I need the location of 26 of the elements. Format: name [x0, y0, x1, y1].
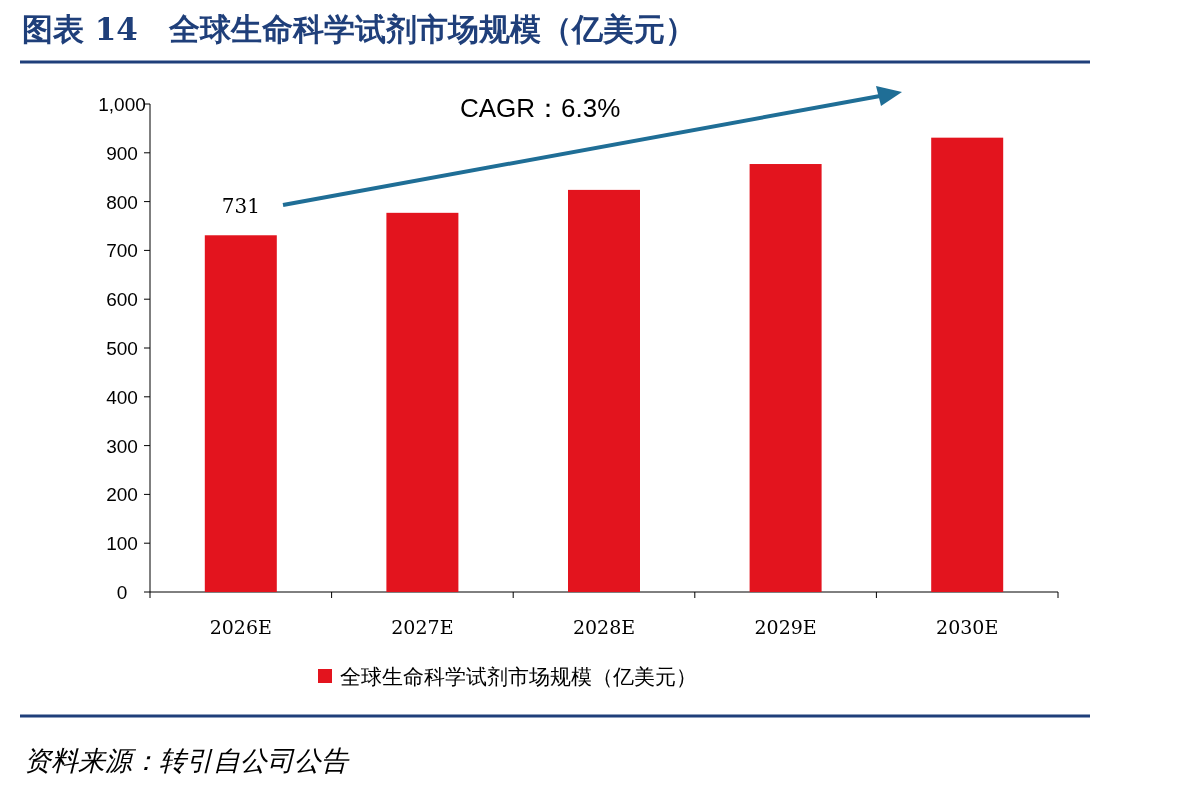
- y-tick-label: 400: [106, 386, 138, 408]
- y-tick-label: 800: [106, 191, 138, 213]
- y-tick-label: 200: [106, 484, 138, 506]
- text: 资料来源：转引自公司公告: [24, 745, 350, 776]
- y-tick-label: 600: [106, 289, 138, 311]
- x-tick-label: 2026E: [209, 616, 272, 638]
- annotation: CAGR：6.3%: [460, 93, 621, 123]
- data-label: 731: [221, 194, 260, 219]
- y-tick-label: 0: [116, 582, 128, 603]
- y-tick-label: 500: [106, 338, 138, 359]
- x-tick-label: 2030E: [936, 616, 999, 638]
- y-tick-label: 700: [106, 240, 138, 262]
- bar: [204, 235, 277, 592]
- y-tick-label: 300: [106, 435, 138, 457]
- y-tick-label: 900: [106, 142, 138, 164]
- bar: [749, 164, 822, 592]
- legend-label: 全球生命科学试剂市场规模（亿美元）: [340, 665, 697, 688]
- x-tick-label: 2029E: [754, 616, 817, 638]
- x-tick-label: 2027E: [391, 616, 454, 638]
- bar: [386, 212, 459, 592]
- y-tick-label: 100: [106, 533, 138, 555]
- x-tick-label: 2028E: [572, 616, 636, 638]
- y-tick-label: 1,000: [98, 94, 146, 115]
- bar: [568, 189, 640, 592]
- chart-title: 图表 14 全球生命科学试剂市场规模（亿美元）: [22, 11, 696, 47]
- bar: [931, 137, 1004, 592]
